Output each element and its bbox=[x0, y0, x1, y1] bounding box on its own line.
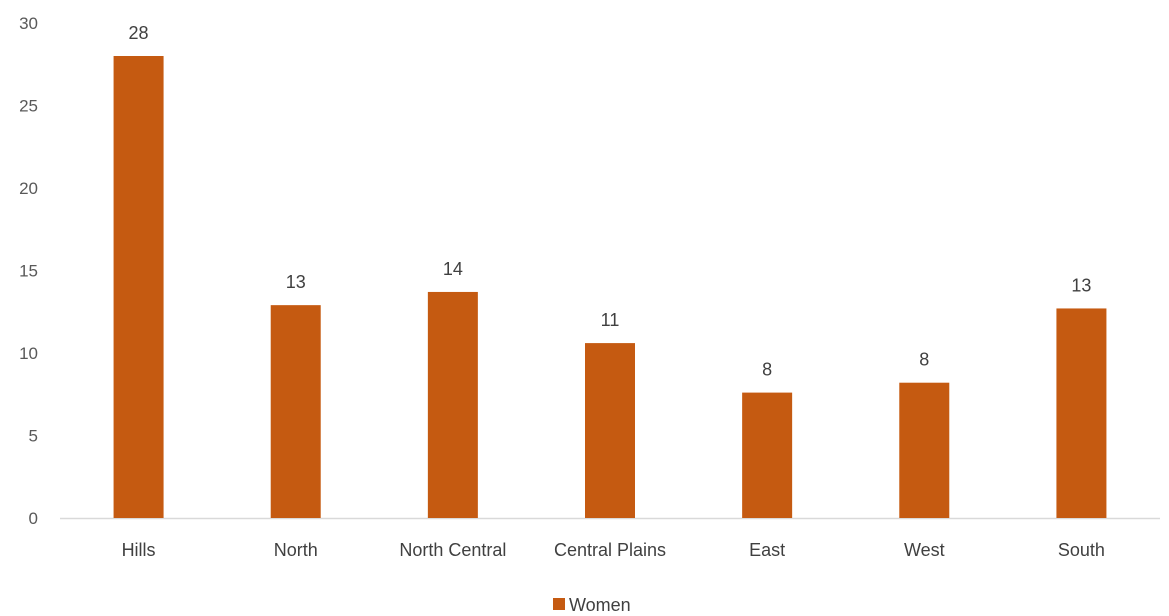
bar-data-label: 8 bbox=[919, 350, 929, 370]
x-category-label: Hills bbox=[122, 540, 156, 560]
bar-data-label: 14 bbox=[443, 259, 463, 279]
data-labels: 28 13 14 11 8 8 13 bbox=[129, 23, 1092, 380]
bar-data-label: 11 bbox=[601, 310, 620, 330]
bar bbox=[427, 291, 478, 518]
x-axis-categories: Hills North North Central Central Plains Eas… bbox=[122, 540, 1105, 560]
legend-label-women: Women bbox=[569, 595, 631, 615]
bar-data-label: 13 bbox=[286, 272, 306, 292]
y-tick-label: 5 bbox=[29, 427, 38, 446]
bar bbox=[742, 392, 793, 518]
y-axis-ticks: 0 5 10 15 20 25 30 bbox=[19, 14, 38, 528]
y-tick-label: 0 bbox=[29, 509, 38, 528]
bar-data-label: 8 bbox=[762, 360, 772, 380]
y-tick-label: 10 bbox=[19, 344, 38, 363]
bar-data-label: 13 bbox=[1071, 275, 1091, 295]
bar bbox=[585, 343, 635, 518]
x-category-label: Central Plains bbox=[554, 540, 666, 560]
y-tick-label: 30 bbox=[19, 14, 38, 33]
bar bbox=[270, 305, 321, 518]
bar bbox=[1056, 308, 1107, 518]
y-tick-label: 15 bbox=[19, 262, 38, 281]
y-tick-label: 20 bbox=[19, 179, 38, 198]
x-category-label: North Central bbox=[399, 540, 506, 560]
legend: Women bbox=[553, 595, 631, 615]
bar bbox=[899, 382, 950, 518]
bar-data-label: 28 bbox=[129, 23, 149, 43]
bar-series bbox=[113, 56, 1107, 518]
x-category-label: East bbox=[749, 540, 785, 560]
y-tick-label: 25 bbox=[19, 97, 38, 116]
x-category-label: South bbox=[1058, 540, 1105, 560]
bar bbox=[113, 56, 164, 518]
legend-swatch-women bbox=[553, 598, 565, 610]
x-category-label: North bbox=[274, 540, 318, 560]
x-category-label: West bbox=[904, 540, 945, 560]
